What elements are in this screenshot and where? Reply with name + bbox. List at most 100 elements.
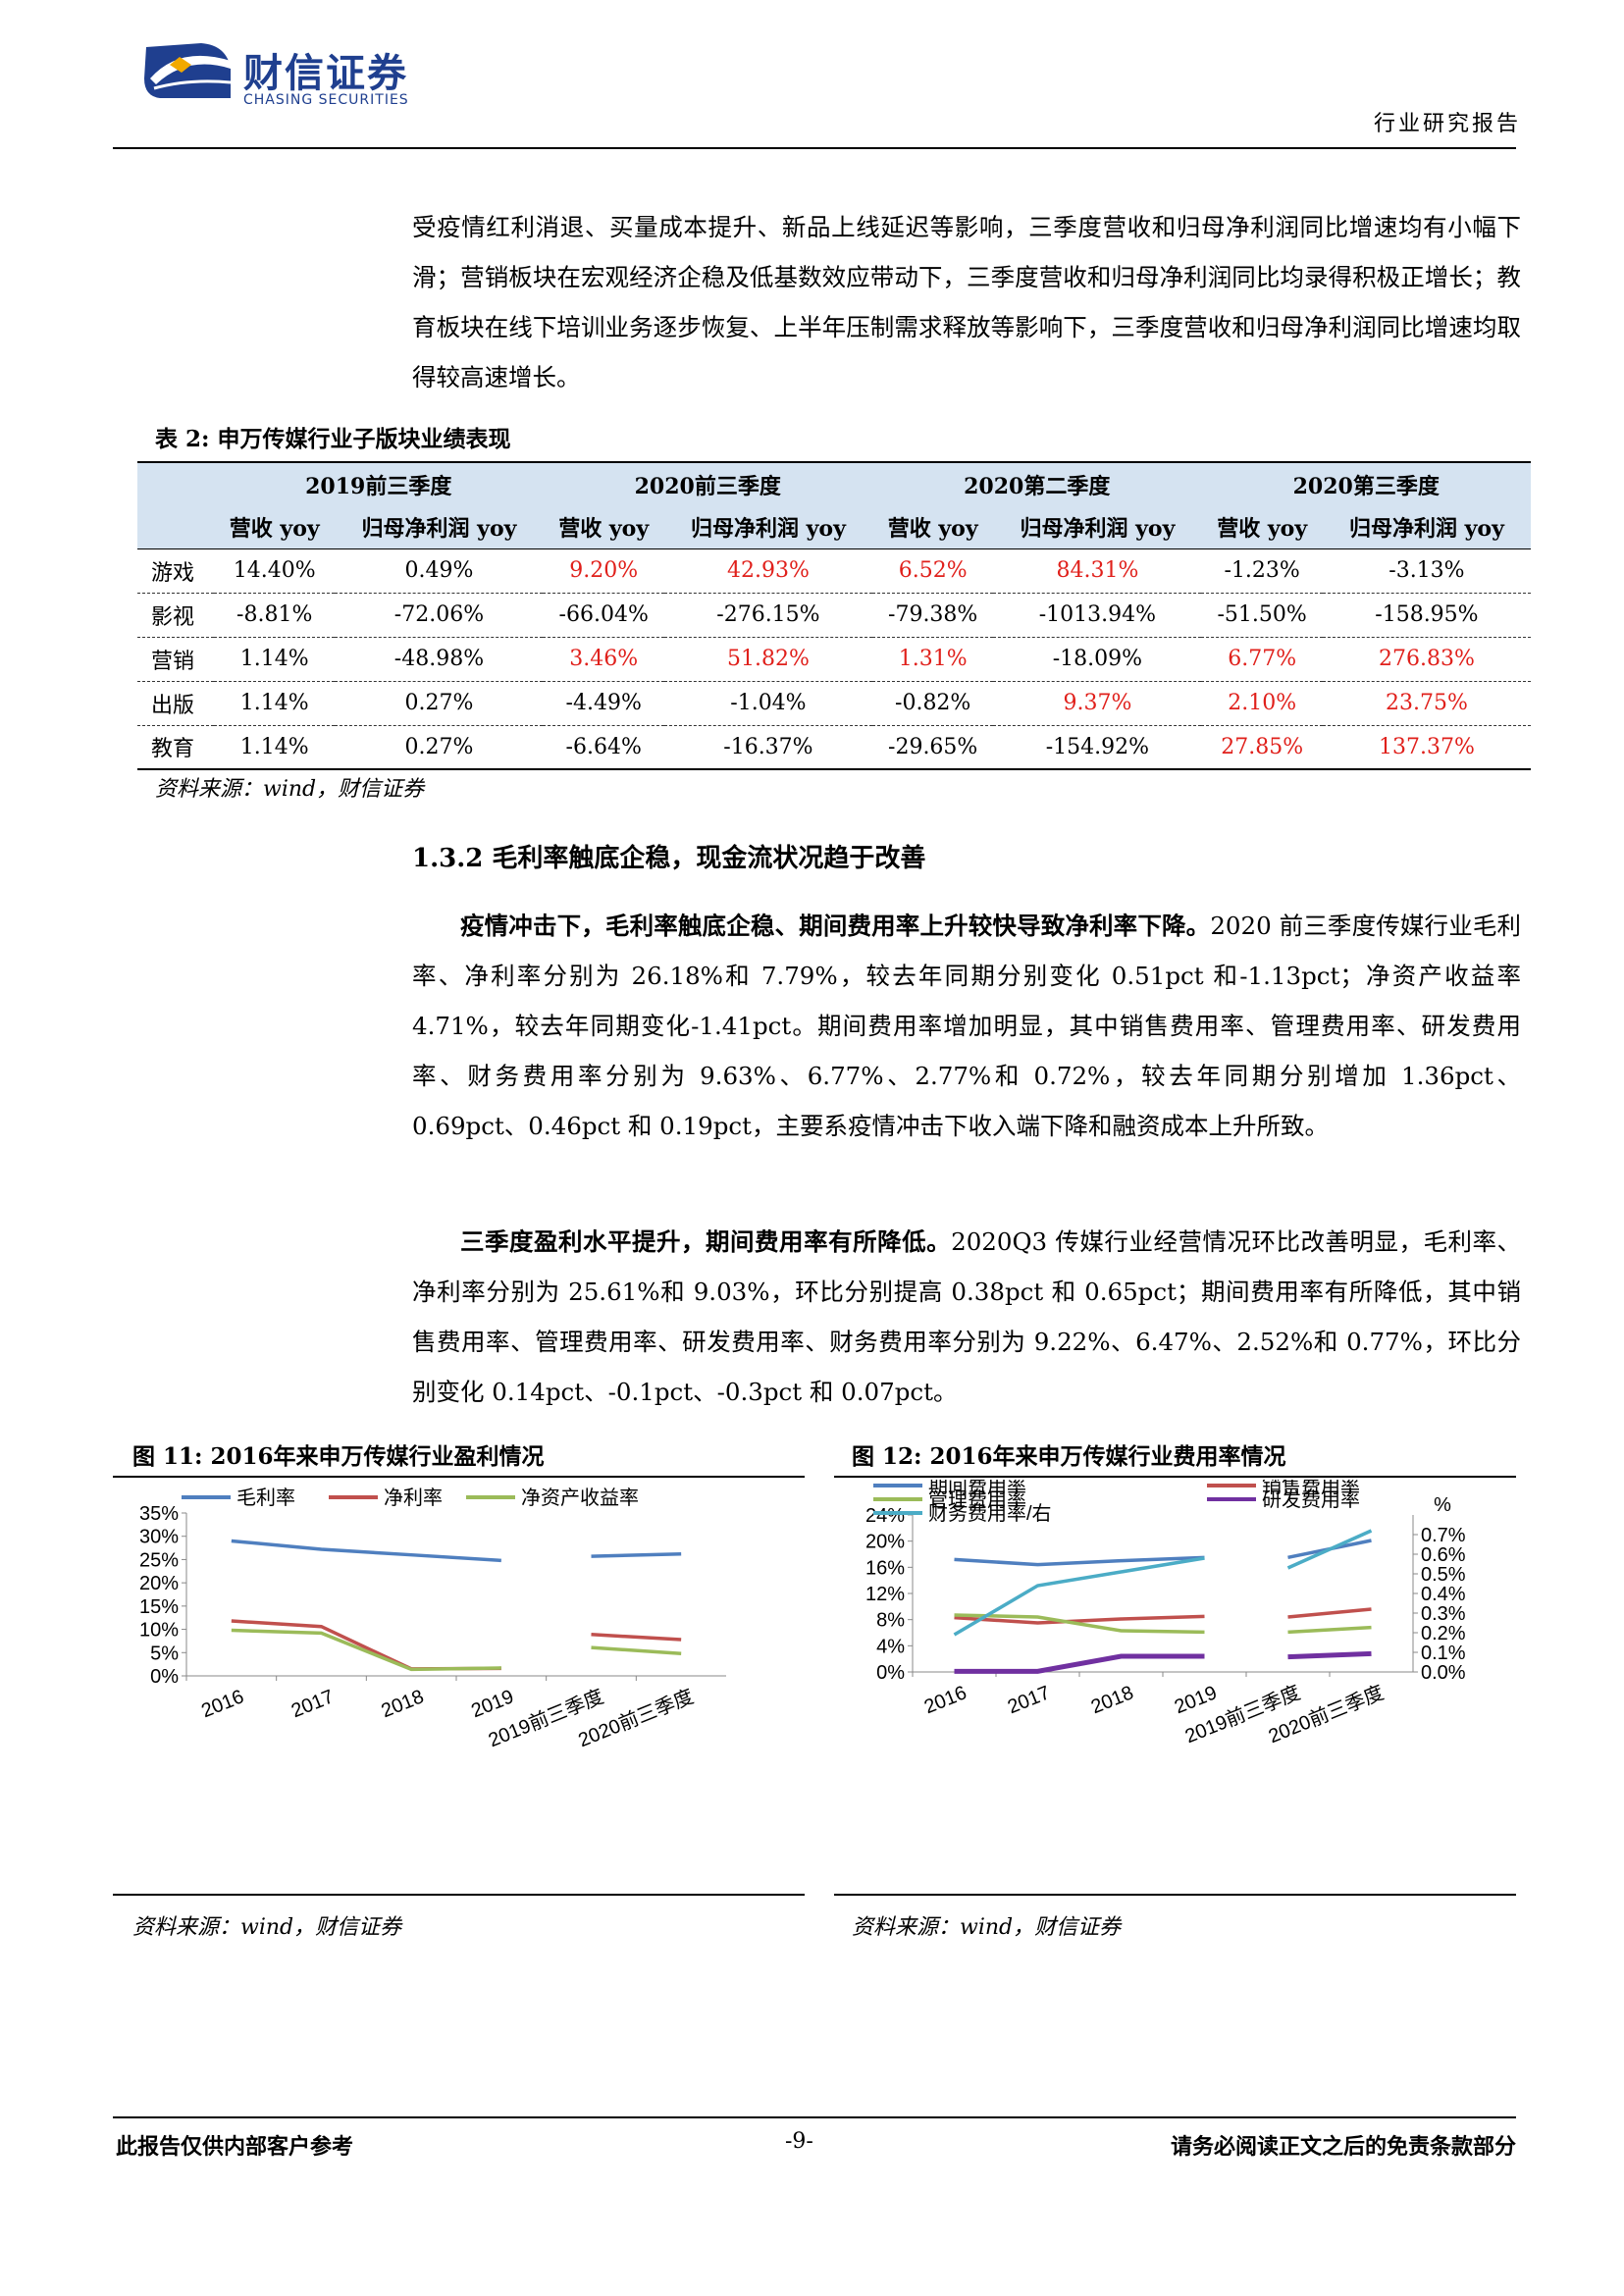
y-tick-label: 20% <box>865 1532 905 1553</box>
brand-name: 财信证券 <box>243 51 408 96</box>
intro-paragraph: 受疫情红利消退、买量成本提升、新品上线延迟等影响，三季度营收和归母净利润同比增速… <box>412 213 1521 391</box>
series-line-管理费用率 <box>954 1613 1205 1635</box>
page-header: 财信证券 CHASING SECURITIES 行业研究报告 <box>0 0 1624 157</box>
series-line-财务费用率/右 <box>1286 1529 1373 1570</box>
y-tick-label: 10% <box>139 1620 179 1642</box>
legend-label: 财务费用率/右 <box>928 1502 1052 1525</box>
period-header: 2020前三季度 <box>543 461 872 505</box>
table-cell: -1.04% <box>663 681 872 726</box>
table-cell: 14.40% <box>214 548 336 594</box>
table-cell: 9.20% <box>543 548 664 594</box>
paragraph-lead: 疫情冲击下，毛利率触底企稳、期间费用率上升较快导致净利率下降。 <box>460 912 1211 940</box>
legend-label: 净利率 <box>384 1487 443 1509</box>
y-tick-label: 4% <box>876 1636 905 1657</box>
figure-11-source: 资料来源：wind，财信证券 <box>132 1915 402 1940</box>
table-cell: -16.37% <box>663 725 872 770</box>
y2-tick-label: 0.7% <box>1421 1525 1466 1546</box>
table-cell: 0.27% <box>335 725 544 770</box>
table-cell: 0.27% <box>335 681 544 726</box>
y2-tick-label: 0.4% <box>1421 1584 1466 1605</box>
metric-header: 营收 yoy <box>543 505 664 549</box>
y-tick-label: 5% <box>150 1643 179 1664</box>
legend-label: 毛利率 <box>236 1487 295 1509</box>
table-cell: 1.14% <box>214 725 336 770</box>
paragraph-margin-netprofit: 疫情冲击下，毛利率触底企稳、期间费用率上升较快导致净利率下降。2020 前三季度… <box>412 901 1521 1151</box>
table-cell: -1.23% <box>1201 548 1323 594</box>
paragraph-lead: 三季度盈利水平提升，期间费用率有所降低。 <box>460 1227 952 1256</box>
table-cell: 1.31% <box>871 637 994 682</box>
paragraph-body: 2020 前三季度传媒行业毛利率、净利率分别为 26.18%和 7.79%，较去… <box>412 912 1522 1140</box>
row-label: 影视 <box>137 593 214 638</box>
table-metric-header-row: 营收 yoy 归母净利润 yoy 营收 yoy 归母净利润 yoy 营收 yoy… <box>137 505 1531 549</box>
y-tick-label: 30% <box>139 1527 179 1548</box>
y2-tick-label: 0.5% <box>1421 1564 1466 1586</box>
figure-11-bottom-rule <box>113 1894 805 1896</box>
paragraph-q3-profitability: 三季度盈利水平提升，期间费用率有所降低。2020Q3 传媒行业经营情况环比改善明… <box>412 1217 1521 1417</box>
row-label: 游戏 <box>137 548 214 594</box>
sector-performance-table: 2019前三季度 2020前三季度 2020第二季度 2020第三季度 营收 y… <box>137 461 1531 770</box>
figure-11-title: 图 11: 2016年来申万传媒行业盈利情况 <box>132 1443 545 1470</box>
table-source: 资料来源：wind，财信证券 <box>155 777 425 802</box>
table-cell: -154.92% <box>993 725 1202 770</box>
period-header: 2020第二季度 <box>871 461 1202 505</box>
series-line-研发费用率 <box>1287 1650 1372 1660</box>
table-cell: 276.83% <box>1322 637 1531 682</box>
table-corner-cell <box>137 461 214 505</box>
y-tick-label: 25% <box>139 1549 179 1571</box>
figure-12-title: 图 12: 2016年来申万传媒行业费用率情况 <box>852 1443 1286 1470</box>
legend-label: 管理费用率 <box>928 1488 1026 1511</box>
series-line-净资产收益率 <box>591 1645 682 1655</box>
y2-tick-label: 0.3% <box>1421 1603 1466 1625</box>
table-cell: -3.13% <box>1322 548 1531 594</box>
series-line-期间费用率 <box>954 1555 1205 1567</box>
series-line-净利率 <box>231 1619 501 1671</box>
y-tick-label: 16% <box>865 1557 905 1579</box>
table-cell: 6.77% <box>1201 637 1323 682</box>
series-line-销售费用率 <box>1287 1607 1372 1619</box>
series-line-毛利率 <box>231 1539 501 1563</box>
x-tick-label: 2017 <box>288 1686 338 1722</box>
x-tick-label: 2016 <box>198 1686 247 1722</box>
chasing-logo-icon <box>144 43 232 98</box>
table-cell: -66.04% <box>543 593 664 638</box>
series-line-财务费用率/右 <box>953 1556 1205 1637</box>
table-cell: 42.93% <box>663 548 872 594</box>
table-cell: 23.75% <box>1322 681 1531 726</box>
table-cell: 9.37% <box>993 681 1202 726</box>
y2-tick-label: 0.6% <box>1421 1544 1466 1566</box>
table-cell: 84.31% <box>993 548 1202 594</box>
table-cell: -8.81% <box>214 593 336 638</box>
figure-12-bottom-rule <box>834 1894 1516 1896</box>
y-tick-label: 20% <box>139 1573 179 1594</box>
row-label: 营销 <box>137 637 214 682</box>
table-cell: 27.85% <box>1201 725 1323 770</box>
x-tick-label: 2019 <box>468 1686 517 1722</box>
page-number: -9- <box>785 2129 813 2154</box>
y-tick-label: 0% <box>876 1662 905 1684</box>
y-tick-label: 0% <box>150 1666 179 1688</box>
legend-label: 期间费用率 <box>928 1480 1026 1497</box>
table-cell: 2.10% <box>1201 681 1323 726</box>
metric-header: 归母净利润 yoy <box>1322 505 1531 549</box>
metric-header: 营收 yoy <box>1201 505 1323 549</box>
table-cell: -1013.94% <box>993 593 1202 638</box>
table-cell: -4.49% <box>543 681 664 726</box>
x-tick-label: 2018 <box>379 1686 428 1722</box>
table-cell: -18.09% <box>993 637 1202 682</box>
y-tick-label: 15% <box>139 1596 179 1618</box>
y-tick-label: 24% <box>865 1505 905 1527</box>
table-title: 表 2: 申万传媒行业子版块业绩表现 <box>155 426 511 452</box>
profitability-chart: 0%5%10%15%20%25%30%35%2016 2017 2018 201920… <box>139 1487 726 1751</box>
metric-header: 营收 yoy <box>871 505 994 549</box>
legend-label: 净资产收益率 <box>521 1487 639 1509</box>
header-divider <box>113 147 1516 149</box>
y-tick-label: 35% <box>139 1503 179 1525</box>
table-cell: 6.52% <box>871 548 994 594</box>
table-period-header-row: 2019前三季度 2020前三季度 2020第二季度 2020第三季度 <box>137 461 1531 505</box>
footer-notice: 请务必阅读正文之后的免责条款部分 <box>1170 2134 1516 2160</box>
expense-ratio-chart: 0%4%8%12%16%20%24%0.0%0.1%0.2%0.3%0.4%0.… <box>865 1480 1466 1748</box>
table-row: 教育 1.14% 0.27% -6.64% -16.37% -29.65% -154.92%… <box>137 725 1531 770</box>
y-tick-label: 12% <box>865 1584 905 1605</box>
table-row: 出版 1.14% 0.27% -4.49% -1.04% -0.82% 9.37% 2.10%… <box>137 681 1531 726</box>
x-tick-label: 2017 <box>1005 1682 1054 1718</box>
